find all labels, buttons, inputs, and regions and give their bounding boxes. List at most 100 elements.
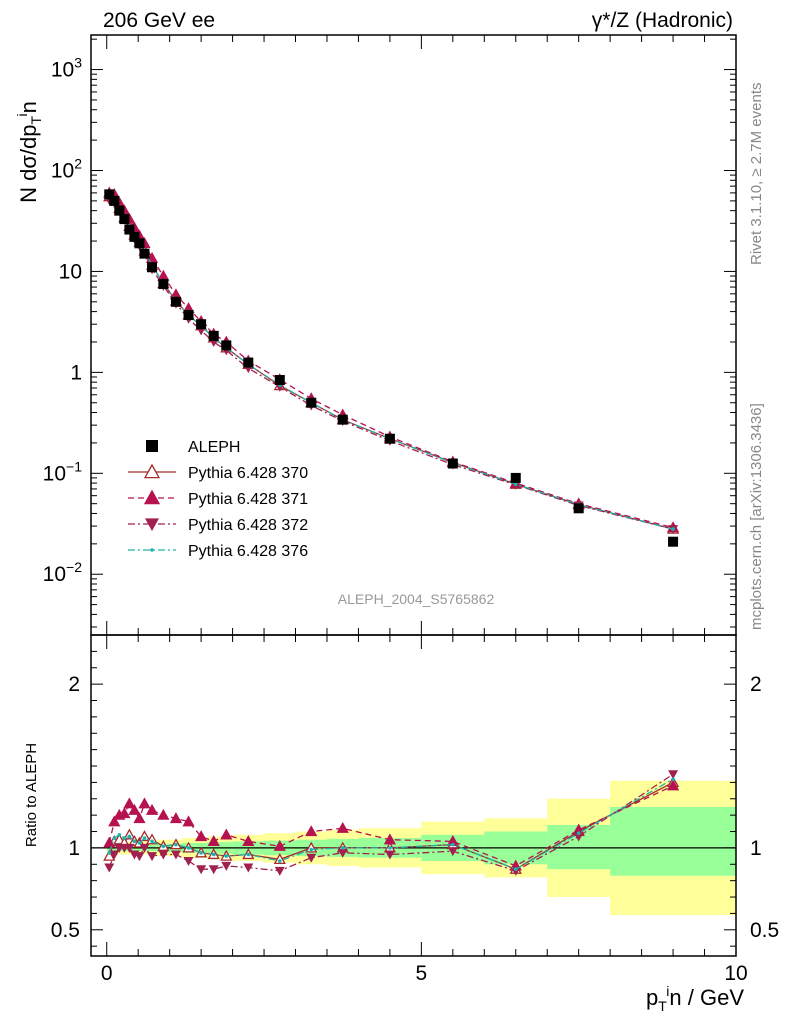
data-point <box>384 433 395 444</box>
ratio-point-p376 <box>142 836 147 840</box>
legend-marker <box>145 518 159 531</box>
legend-marker <box>146 440 158 452</box>
ratio-point-p370 <box>138 830 151 842</box>
ratio-point-p371 <box>108 815 121 827</box>
ratio-point-p371 <box>123 797 136 809</box>
ratio-point-p370 <box>103 849 116 861</box>
ratio-point-p372 <box>208 865 219 875</box>
legend-entry-p372: Pythia 6.428 372 <box>128 517 308 534</box>
main-y-tick-label: 1 <box>70 361 82 384</box>
ratio-point-p372 <box>274 866 285 876</box>
ratio-point-p372 <box>104 863 115 873</box>
ratio-point-p376 <box>277 859 282 863</box>
data-point <box>196 319 207 330</box>
ratio-y-tick-label: 2 <box>68 673 80 696</box>
ratio-point-p370 <box>273 853 286 865</box>
ratio-point-p376 <box>340 846 345 850</box>
ratio-point-p371 <box>182 815 195 827</box>
source-text: mcplots.cern.ch [arXiv:1306.3436] <box>748 403 765 630</box>
data-point <box>134 238 145 249</box>
ratio-y-tick-label: 1 <box>68 837 80 860</box>
ratio-point-p376 <box>388 846 392 850</box>
legend-entry-p371: Pythia 6.428 371 <box>128 489 308 508</box>
x-tick-label: 10 <box>724 962 747 985</box>
data-point <box>208 330 219 341</box>
ratio-point-p371 <box>138 797 151 809</box>
ratio-point-p371 <box>242 835 255 847</box>
legend-label: Pythia 6.428 371 <box>188 491 308 508</box>
ratio-point-p376 <box>224 854 229 858</box>
data-point <box>104 189 115 200</box>
main-panel: 10−2 10−1 1 10 102 103 ALEPH_2004_S5765862 AL… <box>43 34 737 636</box>
ratio-point-p376 <box>150 839 154 844</box>
ratio-point-p371 <box>666 779 680 791</box>
data-point <box>114 205 125 216</box>
rivet-version-text: Rivet 3.1.10, ≥ 2.7M events <box>748 83 765 266</box>
analysis-watermark: ALEPH_2004_S5765862 <box>338 591 495 607</box>
data-point <box>158 279 169 290</box>
ratio-point-p372 <box>337 848 348 858</box>
legend-label: Pythia 6.428 376 <box>188 543 308 560</box>
ratio-point-p371 <box>220 828 233 840</box>
ratio-point-p371 <box>273 839 286 851</box>
ratio-point-p371 <box>169 812 183 824</box>
x-tick-label: 5 <box>416 962 428 985</box>
ratio-point-p376 <box>186 846 191 850</box>
ratio-y-tick-label-right: 1 <box>750 837 762 860</box>
main-y-tick-label: 10 <box>59 260 82 283</box>
ratio-point-p372 <box>109 850 120 860</box>
ratio-y-tick-label: 0.5 <box>51 919 80 942</box>
ratio-frame <box>90 634 737 957</box>
ratio-point-p372 <box>573 832 584 842</box>
data-point <box>306 397 317 408</box>
ratio-point-p376 <box>161 844 166 849</box>
main-y-tick-label: 103 <box>51 55 82 82</box>
ratio-point-p371 <box>336 821 349 833</box>
ratio-point-p376 <box>137 841 142 845</box>
series-data <box>104 189 679 547</box>
legend: ALEPH Pythia 6.428 370 Pythia 6.428 371 Pyt… <box>128 439 308 560</box>
legend-entry-p376: Pythia 6.428 376 <box>128 543 308 560</box>
ratio-point-p370 <box>123 828 136 840</box>
ratio-point-p376 <box>451 842 455 847</box>
data-point <box>668 536 679 547</box>
ratio-y-axis-label: Ratio to ALEPH <box>23 743 40 847</box>
ratio-point-p371 <box>157 808 170 820</box>
ratio-point-p370 <box>145 833 159 845</box>
ratio-point-p376 <box>671 777 675 781</box>
data-point <box>119 214 130 225</box>
ratio-point-p372 <box>668 770 679 780</box>
series-p372 <box>104 196 679 535</box>
ratio-point-p372 <box>221 861 232 871</box>
legend-label: Pythia 6.428 370 <box>188 465 308 482</box>
legend-label: ALEPH <box>188 439 240 456</box>
ratio-point-p376 <box>127 834 132 839</box>
data-point <box>170 296 181 307</box>
ratio-point-p371 <box>145 803 159 815</box>
ratio-series-p376 <box>107 777 675 871</box>
ratio-point-p371 <box>103 836 116 848</box>
ratio-series-p372 <box>104 770 679 876</box>
ratio-point-p376 <box>211 852 216 857</box>
uncertainty-band-inner <box>610 806 736 876</box>
legend-marker <box>143 463 161 479</box>
series-point-p376 <box>513 482 518 486</box>
data-point <box>447 458 458 469</box>
data-point <box>124 224 135 235</box>
data-point <box>573 503 584 514</box>
ratio-point-p372 <box>196 865 207 875</box>
data-point <box>183 310 194 321</box>
ratio-point-p372 <box>170 850 181 860</box>
ratio-point-p371 <box>118 807 131 819</box>
x-tick-label: 0 <box>101 962 113 985</box>
data-point <box>243 357 254 368</box>
ratio-point-p376 <box>513 867 518 871</box>
ratio-point-p376 <box>122 836 127 840</box>
x-axis-label: pTin / GeV <box>646 983 744 1014</box>
legend-entry-data: ALEPH <box>146 439 240 456</box>
ratio-point-p371 <box>207 835 220 847</box>
series-point-p371 <box>157 269 170 281</box>
data-point <box>139 248 150 259</box>
data-point <box>147 262 158 273</box>
